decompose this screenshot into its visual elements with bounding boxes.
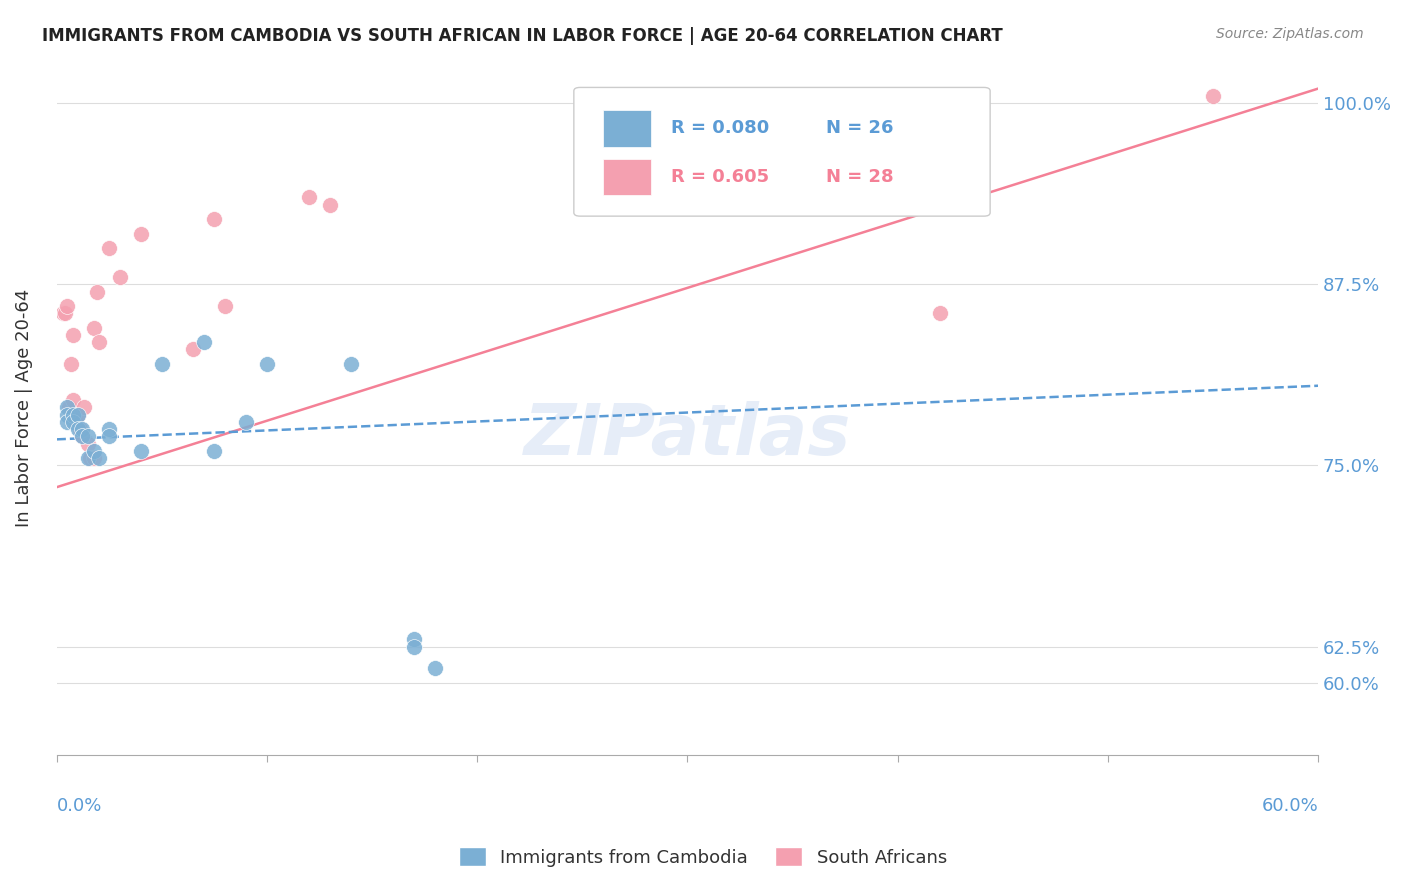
Point	[319, 197, 342, 211]
Point	[98, 422, 121, 436]
Point	[56, 408, 79, 422]
Point	[83, 320, 105, 334]
Point	[87, 335, 110, 350]
Point	[202, 212, 225, 227]
Point	[1202, 88, 1225, 103]
Legend: Immigrants from Cambodia, South Africans: Immigrants from Cambodia, South Africans	[451, 840, 955, 874]
Point	[465, 792, 488, 806]
Point	[62, 415, 84, 429]
Point	[70, 429, 93, 443]
Point	[150, 357, 173, 371]
Point	[58, 401, 80, 415]
Point	[66, 408, 89, 422]
Point	[62, 408, 84, 422]
Text: Source: ZipAtlas.com: Source: ZipAtlas.com	[1216, 27, 1364, 41]
FancyBboxPatch shape	[574, 87, 990, 216]
Point	[62, 393, 84, 408]
Point	[129, 444, 152, 458]
Point	[86, 285, 108, 299]
Point	[83, 451, 105, 466]
Point	[65, 415, 87, 429]
Text: R = 0.080: R = 0.080	[671, 120, 769, 137]
Point	[928, 306, 950, 320]
Point	[423, 661, 446, 675]
Point	[298, 190, 321, 204]
Point	[70, 429, 93, 443]
Text: N = 28: N = 28	[827, 169, 894, 186]
Point	[77, 436, 100, 450]
Point	[60, 357, 83, 371]
Point	[69, 422, 91, 436]
Text: N = 26: N = 26	[827, 120, 894, 137]
Point	[53, 306, 76, 320]
Point	[402, 632, 425, 647]
Text: R = 0.605: R = 0.605	[671, 169, 769, 186]
Point	[66, 408, 89, 422]
Point	[56, 299, 79, 313]
Text: IMMIGRANTS FROM CAMBODIA VS SOUTH AFRICAN IN LABOR FORCE | AGE 20-64 CORRELATION: IMMIGRANTS FROM CAMBODIA VS SOUTH AFRICA…	[42, 27, 1002, 45]
Point	[108, 270, 131, 285]
Point	[193, 335, 215, 350]
Point	[202, 444, 225, 458]
Point	[77, 429, 100, 443]
Point	[52, 306, 75, 320]
Point	[56, 401, 79, 415]
Point	[79, 451, 101, 466]
Text: ZIPatlas: ZIPatlas	[523, 401, 851, 470]
Text: 60.0%: 60.0%	[1261, 797, 1319, 815]
Point	[129, 227, 152, 241]
Point	[83, 444, 105, 458]
Point	[98, 241, 121, 255]
Point	[340, 357, 363, 371]
Point	[73, 401, 96, 415]
Point	[235, 415, 257, 429]
Point	[256, 357, 278, 371]
Y-axis label: In Labor Force | Age 20-64: In Labor Force | Age 20-64	[15, 288, 32, 526]
Point	[402, 640, 425, 654]
Point	[98, 429, 121, 443]
Point	[181, 343, 204, 357]
Bar	[603, 111, 651, 146]
Point	[70, 422, 93, 436]
Text: 0.0%: 0.0%	[56, 797, 103, 815]
Point	[77, 451, 100, 466]
Bar	[603, 159, 651, 195]
Point	[56, 415, 79, 429]
Point	[87, 451, 110, 466]
Point	[214, 299, 236, 313]
Point	[66, 422, 89, 436]
Point	[62, 328, 84, 343]
